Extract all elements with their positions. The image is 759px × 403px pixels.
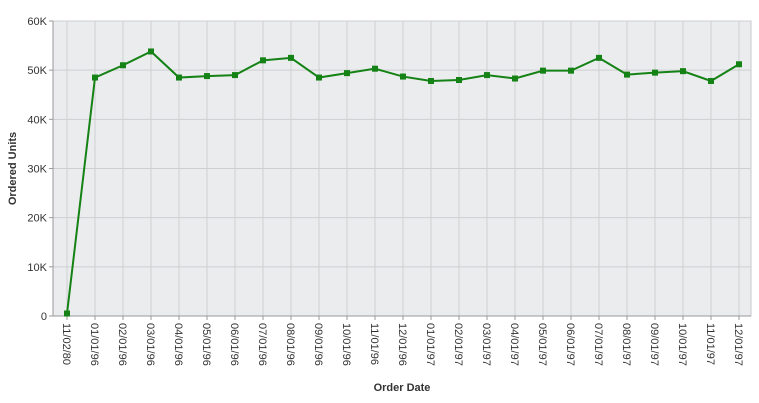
y-tick-label: 0 (41, 311, 47, 323)
x-tick-label: 05/01/96 (200, 323, 212, 366)
x-tick-label: 01/01/97 (424, 323, 436, 366)
y-tick-label: 20K (27, 213, 47, 225)
x-tick-label: 06/01/96 (228, 323, 240, 366)
x-tick-label: 11/02/80 (60, 323, 72, 365)
x-tick-label: 11/01/97 (704, 323, 716, 365)
x-tick-label: 04/01/96 (172, 323, 184, 366)
x-tick-label: 08/01/96 (284, 323, 296, 366)
data-point (652, 69, 658, 76)
data-point (680, 68, 686, 75)
data-point (148, 48, 154, 55)
y-tick-label: 10K (27, 262, 47, 274)
data-point (400, 73, 406, 80)
x-tick-label: 10/01/96 (340, 323, 352, 366)
y-axis-ticks: 0 10K 20K 30K 40K 50K 60K (27, 16, 53, 323)
series-markers (64, 48, 742, 317)
x-tick-label: 07/01/97 (592, 323, 604, 366)
data-point (92, 74, 98, 81)
data-point (120, 62, 126, 69)
data-point (708, 77, 714, 84)
x-tick-label: 07/01/96 (256, 323, 268, 366)
x-tick-label: 10/01/97 (676, 323, 688, 366)
y-tick-label: 40K (27, 114, 47, 126)
x-tick-label: 02/01/96 (116, 323, 128, 366)
x-tick-label: 04/01/97 (508, 323, 520, 366)
x-tick-label: 06/01/97 (564, 323, 576, 366)
data-point (736, 61, 742, 68)
x-tick-label: 02/01/97 (452, 323, 464, 366)
data-point (624, 71, 630, 78)
data-point (288, 54, 294, 61)
data-point (596, 54, 602, 61)
x-tick-label: 08/01/97 (620, 323, 632, 366)
data-point (344, 70, 350, 77)
data-point (484, 72, 490, 79)
x-tick-label: 09/01/97 (648, 323, 660, 366)
x-tick-label: 03/01/97 (480, 323, 492, 366)
data-point (568, 67, 574, 74)
data-point (456, 77, 462, 83)
y-tick-label: 60K (27, 16, 47, 28)
x-tick-label: 12/01/96 (396, 323, 408, 366)
data-point (204, 73, 210, 80)
x-axis-ticks: 11/02/80 01/01/96 02/01/96 03/01/96 04/01/96… (60, 316, 744, 366)
data-point (540, 67, 546, 74)
x-tick-label: 09/01/96 (312, 323, 324, 366)
y-tick-label: 30K (27, 164, 47, 176)
data-point (372, 65, 378, 72)
data-point (316, 74, 322, 81)
y-axis-title: Ordered Units (7, 132, 19, 205)
data-point (232, 72, 238, 79)
x-tick-label: 05/01/97 (536, 323, 548, 366)
x-tick-label: 01/01/96 (88, 323, 100, 366)
data-point (176, 74, 182, 81)
data-point (64, 310, 70, 317)
data-point (512, 75, 518, 82)
x-tick-label: 03/01/96 (144, 323, 156, 366)
data-point (428, 77, 434, 84)
x-tick-label: 11/01/96 (368, 323, 380, 365)
data-point (260, 57, 266, 64)
x-axis-title: Order Date (374, 382, 431, 394)
y-tick-label: 50K (27, 65, 47, 77)
x-tick-label: 12/01/97 (732, 323, 744, 366)
